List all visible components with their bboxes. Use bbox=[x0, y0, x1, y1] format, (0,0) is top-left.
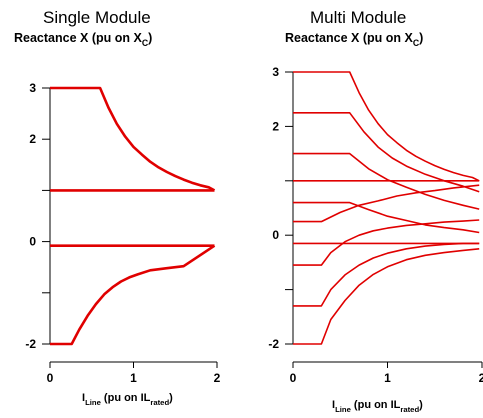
right-series-line-2 bbox=[293, 112, 480, 193]
right-series-line-6 bbox=[293, 184, 480, 223]
right-panel-ylabel: Reactance X (pu on XC) bbox=[285, 31, 423, 48]
right-ylabel-main: Reactance X (pu on X bbox=[285, 31, 413, 45]
right-xlabel-sub1: Line bbox=[335, 405, 351, 414]
right-xlabel-mid: (pu on IL bbox=[350, 399, 401, 411]
left-x-tick-label: 0 bbox=[47, 371, 54, 385]
right-x-tick-label: 2 bbox=[479, 371, 483, 385]
left-chart: -2 0 2 3 0 1 2 bbox=[25, 81, 220, 385]
right-xlabel-main: I bbox=[332, 399, 336, 411]
left-series-line-1 bbox=[50, 86, 216, 192]
left-x-tick-label: 1 bbox=[130, 371, 137, 385]
right-x-tick-label: 1 bbox=[384, 371, 391, 385]
left-panel-ylabel: Reactance X (pu on XC) bbox=[14, 31, 152, 48]
right-series-line-5 bbox=[293, 201, 480, 234]
right-xlabel-sub2: rated bbox=[400, 405, 420, 414]
left-ylabel-sub: C bbox=[141, 38, 149, 48]
left-xlabel-mid: (pu on IL bbox=[100, 392, 151, 404]
left-xlabel-sub2: rated bbox=[150, 398, 170, 407]
right-series-line-1 bbox=[293, 71, 480, 182]
right-series-line-10 bbox=[293, 248, 480, 345]
left-y-tick-label: 3 bbox=[29, 81, 36, 95]
left-series-line-4 bbox=[50, 244, 216, 346]
right-y-tick-label: -2 bbox=[268, 337, 279, 351]
left-y-tick-label: 0 bbox=[29, 235, 36, 249]
right-series-line-3 bbox=[293, 152, 480, 210]
right-ylabel-end: ) bbox=[419, 31, 424, 45]
right-y-tick-label: 0 bbox=[272, 228, 279, 242]
right-xlabel-end: ) bbox=[419, 399, 423, 411]
left-xlabel-end: ) bbox=[169, 392, 173, 404]
right-x-tick-label: 0 bbox=[290, 371, 297, 385]
left-ylabel-end: ) bbox=[148, 31, 153, 45]
right-ylabel-sub: C bbox=[412, 38, 420, 48]
right-y-tick-label: 2 bbox=[272, 119, 279, 133]
left-y-tick-label: 2 bbox=[29, 132, 36, 146]
right-panel-title: Multi Module bbox=[310, 8, 407, 27]
right-y-tick-label: 3 bbox=[272, 65, 279, 79]
left-xlabel-main: I bbox=[82, 392, 86, 404]
right-chart: -2 0 2 3 0 1 2 bbox=[268, 65, 483, 385]
left-x-tick-label: 2 bbox=[214, 371, 221, 385]
left-xlabel-sub1: Line bbox=[85, 398, 101, 407]
left-panel-xlabel: ILine (pu on ILrated) bbox=[82, 392, 173, 407]
left-y-tick-label: -2 bbox=[25, 337, 36, 351]
right-series-line-8 bbox=[293, 219, 480, 266]
right-panel-xlabel: ILine (pu on ILrated) bbox=[332, 399, 423, 414]
left-panel-title: Single Module bbox=[43, 8, 151, 27]
left-ylabel-main: Reactance X (pu on X bbox=[14, 31, 142, 45]
right-series-line-9 bbox=[293, 242, 480, 307]
